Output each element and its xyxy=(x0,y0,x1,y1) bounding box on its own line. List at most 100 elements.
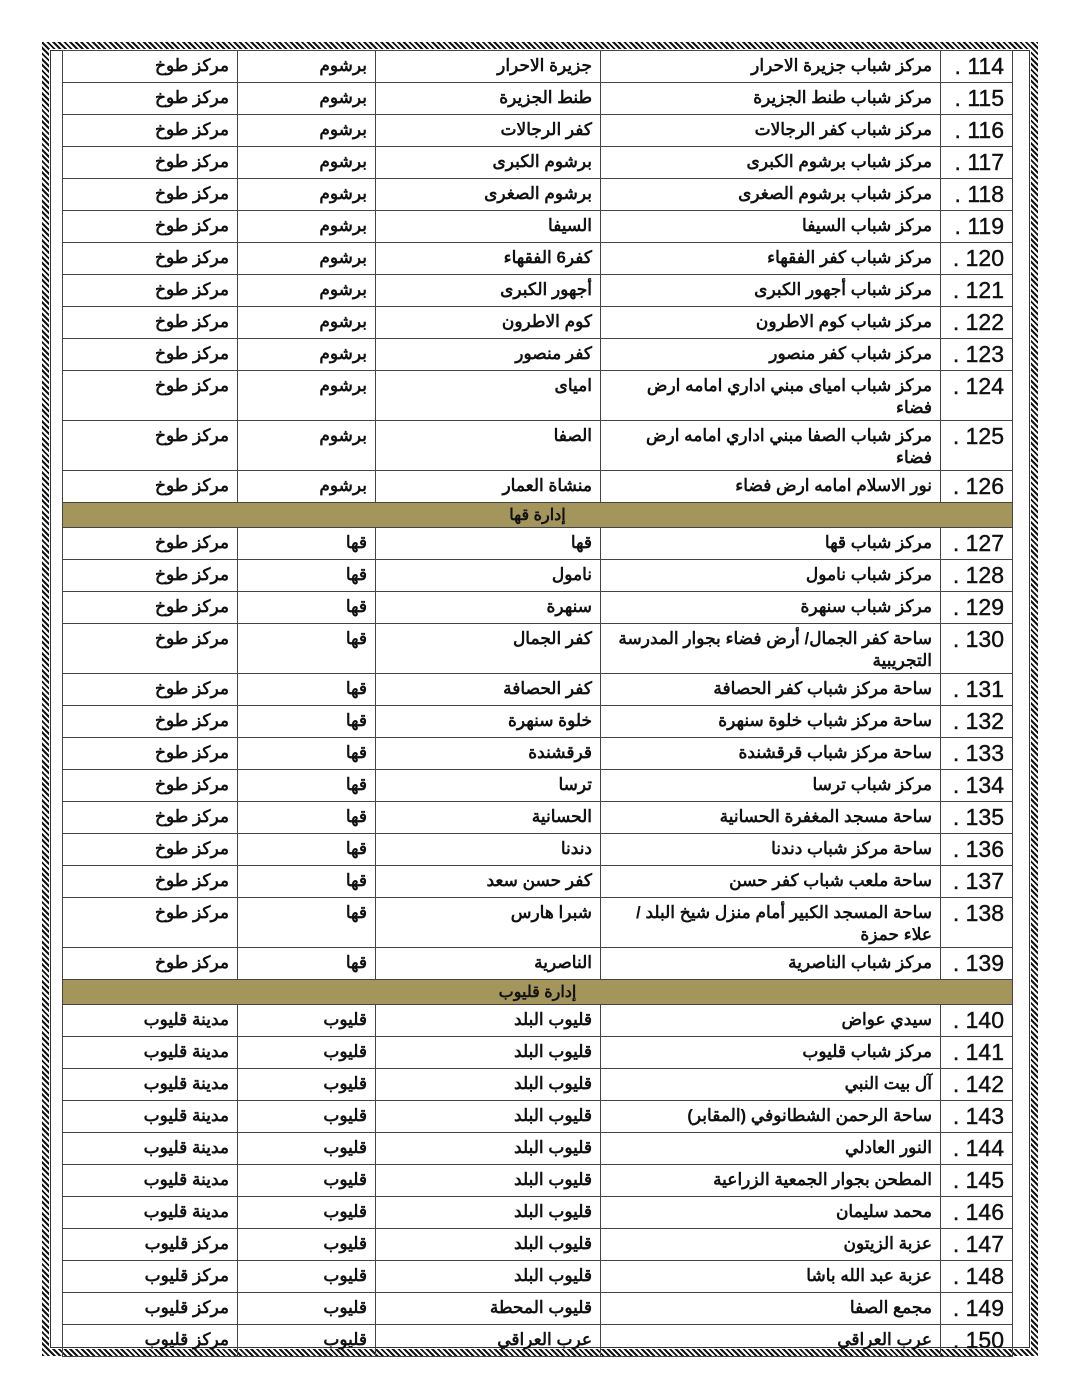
row-number-text: 145 xyxy=(953,1167,1004,1193)
unit-name: قها xyxy=(237,673,376,706)
unit-name: قليوب xyxy=(237,1292,376,1325)
center-name: مركز طوخ xyxy=(62,737,238,770)
center-name: مركز طوخ xyxy=(62,114,238,147)
unit-name: قليوب xyxy=(237,1324,376,1357)
location-name: ساحة كفر الجمال/ أرض فضاء بجوار المدرسة … xyxy=(600,623,941,674)
center-name: مركز طوخ xyxy=(62,82,238,115)
unit-name: قها xyxy=(237,737,376,770)
row-number-text: 118 xyxy=(955,181,1005,207)
unit-name: برشوم xyxy=(237,146,376,179)
center-name: مدينة قليوب xyxy=(62,1068,238,1101)
row-number: 134 xyxy=(940,769,1013,802)
location-name: مركز شباب جزيرة الاحرار xyxy=(600,50,941,83)
location-name: ساحة ملعب شباب كفر حسن xyxy=(600,865,941,898)
center-name: مركز قليوب xyxy=(62,1292,238,1325)
table-row: 133 ساحة مركز شباب قرقشندةقرقشندةقهامركز … xyxy=(62,737,1013,770)
unit-name: قها xyxy=(237,801,376,834)
unit-name: برشوم xyxy=(237,306,376,339)
village-name: الصفا xyxy=(375,420,601,471)
location-name: مركز شباب الصفا مبني اداري امامه ارض فضا… xyxy=(600,420,941,471)
location-name: مركز شباب ترسا xyxy=(600,769,941,802)
unit-name: برشوم xyxy=(237,50,376,83)
location-name: مركز شباب الناصرية xyxy=(600,947,941,980)
row-number-text: 146 xyxy=(953,1199,1004,1225)
row-number: 136 xyxy=(940,833,1013,866)
section-header-row: إدارة قها xyxy=(62,502,1013,528)
unit-name: برشوم xyxy=(237,210,376,243)
unit-name: قها xyxy=(237,769,376,802)
village-name: قليوب البلد xyxy=(375,1196,601,1229)
unit-name: قليوب xyxy=(237,1228,376,1261)
unit-name: قها xyxy=(237,559,376,592)
center-name: مدينة قليوب xyxy=(62,1132,238,1165)
section-title: إدارة قليوب xyxy=(62,979,1013,1005)
center-name: مركز قليوب xyxy=(62,1324,238,1357)
row-number: 139 xyxy=(940,947,1013,980)
unit-name: برشوم xyxy=(237,242,376,275)
center-name: مركز طوخ xyxy=(62,897,238,948)
table-row: 135 ساحة مسجد المغفرة الحسانيةالحسانيةقها… xyxy=(62,801,1013,834)
location-name: مركز شباب أجهور الكبرى xyxy=(600,274,941,307)
location-name: مركز شباب كفر الرجالات xyxy=(600,114,941,147)
unit-name: قها xyxy=(237,947,376,980)
village-name: طنط الجزيرة xyxy=(375,82,601,115)
center-name: مركز طوخ xyxy=(62,623,238,674)
unit-name: قها xyxy=(237,897,376,948)
row-number: 150 xyxy=(940,1324,1013,1357)
village-name: الحسانية xyxy=(375,801,601,834)
row-number-text: 144 xyxy=(953,1135,1004,1161)
center-name: مركز طوخ xyxy=(62,210,238,243)
row-number-text: 117 xyxy=(955,149,1005,175)
village-name: شبرا هارس xyxy=(375,897,601,948)
row-number: 114 xyxy=(940,50,1013,83)
center-name: مركز طوخ xyxy=(62,420,238,471)
row-number-text: 142 xyxy=(953,1071,1004,1097)
location-name: مركز شباب طنط الجزيرة xyxy=(600,82,941,115)
row-number-text: 129 xyxy=(953,594,1004,620)
row-number-text: 147 xyxy=(953,1231,1004,1257)
village-name: كفر6 الفقهاء xyxy=(375,242,601,275)
location-name: مركز شباب برشوم الصغرى xyxy=(600,178,941,211)
row-number: 143 xyxy=(940,1100,1013,1133)
center-name: مدينة قليوب xyxy=(62,1100,238,1133)
unit-name: قليوب xyxy=(237,1260,376,1293)
location-name: ساحة مسجد المغفرة الحسانية xyxy=(600,801,941,834)
table-row: 143 ساحة الرحمن الشطانوفي (المقابر)قليوب … xyxy=(62,1100,1013,1133)
row-number: 124 xyxy=(940,370,1013,421)
location-name: ساحة مركز شباب قرقشندة xyxy=(600,737,941,770)
village-name: قليوب البلد xyxy=(375,1068,601,1101)
village-name: كفر منصور xyxy=(375,338,601,371)
center-name: مركز طوخ xyxy=(62,559,238,592)
row-number-text: 137 xyxy=(953,868,1004,894)
center-name: مركز قليوب xyxy=(62,1260,238,1293)
village-name: قليوب البلد xyxy=(375,1228,601,1261)
row-number-text: 133 xyxy=(953,740,1004,766)
location-name: عزبة عبد الله باشا xyxy=(600,1260,941,1293)
row-number: 141 xyxy=(940,1036,1013,1069)
row-number-text: 119 xyxy=(955,213,1005,239)
center-name: مركز طوخ xyxy=(62,274,238,307)
center-name: مدينة قليوب xyxy=(62,1004,238,1037)
village-name: كفر الجمال xyxy=(375,623,601,674)
unit-name: قليوب xyxy=(237,1100,376,1133)
table-row: 125 مركز شباب الصفا مبني اداري امامه ارض … xyxy=(62,420,1013,471)
center-name: مركز طوخ xyxy=(62,242,238,275)
village-name: السيفا xyxy=(375,210,601,243)
village-name: برشوم الصغرى xyxy=(375,178,601,211)
center-name: مركز طوخ xyxy=(62,833,238,866)
row-number: 126 xyxy=(940,470,1013,503)
